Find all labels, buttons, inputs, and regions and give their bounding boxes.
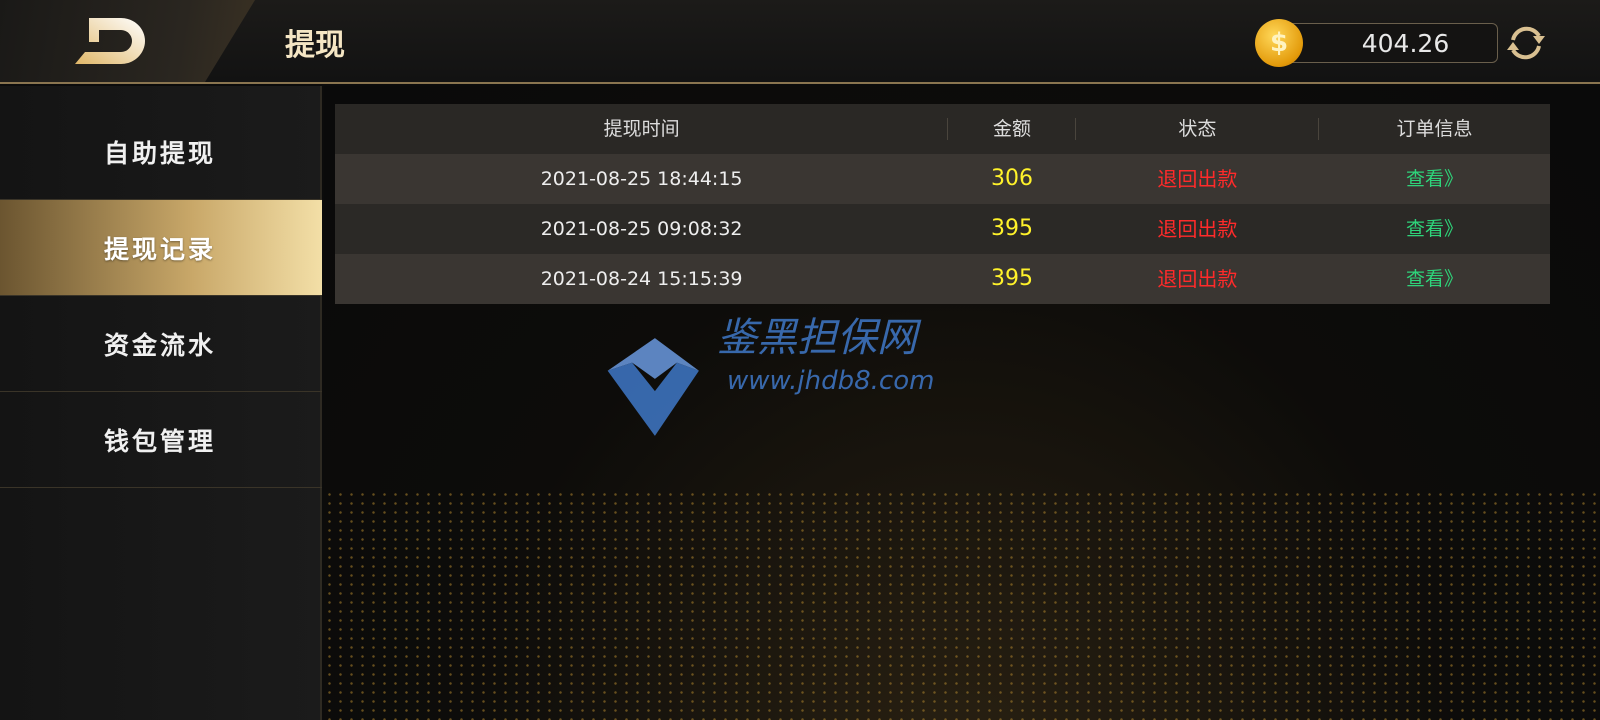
column-header-order-info: 订单信息 [1318, 104, 1550, 154]
sidebar-item-fund-flow[interactable]: 资金流水 [0, 296, 322, 392]
background-dots [324, 490, 1600, 720]
sidebar: 自助提现 提现记录 资金流水 钱包管理 [0, 86, 322, 720]
column-header-amount: 金额 [948, 104, 1076, 154]
cell-amount: 395 [948, 254, 1076, 304]
view-order-link[interactable]: 查看》 [1318, 204, 1550, 254]
table-row: 2021-08-25 09:08:32 395 退回出款 查看》 [335, 204, 1550, 254]
back-zone [0, 0, 255, 82]
watermark: 鉴黑担保网 www.jhdb8.com [597, 310, 957, 440]
header-label: 提现时间 [603, 117, 680, 140]
page-title: 提现 [285, 28, 345, 63]
cell-amount: 306 [948, 154, 1076, 204]
column-header-status: 状态 [1075, 104, 1319, 154]
table-row: 2021-08-25 18:44:15 306 退回出款 查看》 [335, 154, 1550, 204]
watermark-logo-icon [607, 338, 699, 436]
header-label: 订单信息 [1396, 117, 1473, 140]
withdraw-records-table: 提现时间 金额 状态 订单信息 2021-08-25 18:44:15 306 … [335, 104, 1550, 304]
view-order-link[interactable]: 查看》 [1318, 154, 1550, 204]
sidebar-item-self-withdraw[interactable]: 自助提现 [0, 104, 322, 200]
cell-status: 退回出款 [1075, 154, 1319, 204]
sidebar-item-wallet-management[interactable]: 钱包管理 [0, 392, 322, 488]
column-header-time: 提现时间 [335, 104, 949, 154]
coin-icon: $ [1255, 19, 1303, 67]
cell-status: 退回出款 [1075, 204, 1319, 254]
watermark-url: www.jhdb8.com [727, 366, 935, 396]
header: 提现 $ 404.26 [0, 0, 1600, 84]
cell-amount: 395 [948, 204, 1076, 254]
back-logo-icon[interactable] [75, 18, 145, 64]
header-label: 金额 [993, 117, 1032, 140]
refresh-icon[interactable] [1505, 22, 1547, 64]
cell-time: 2021-08-25 09:08:32 [335, 204, 949, 254]
view-order-link[interactable]: 查看》 [1318, 254, 1550, 304]
cell-time: 2021-08-25 18:44:15 [335, 154, 949, 204]
sidebar-item-withdraw-records[interactable]: 提现记录 [0, 200, 322, 296]
table-row: 2021-08-24 15:15:39 395 退回出款 查看》 [335, 254, 1550, 304]
cell-time: 2021-08-24 15:15:39 [335, 254, 949, 304]
cell-status: 退回出款 [1075, 254, 1319, 304]
watermark-title: 鉴黑担保网 [717, 315, 917, 361]
header-label: 状态 [1178, 117, 1217, 140]
balance-display: 404.26 [1283, 23, 1498, 63]
